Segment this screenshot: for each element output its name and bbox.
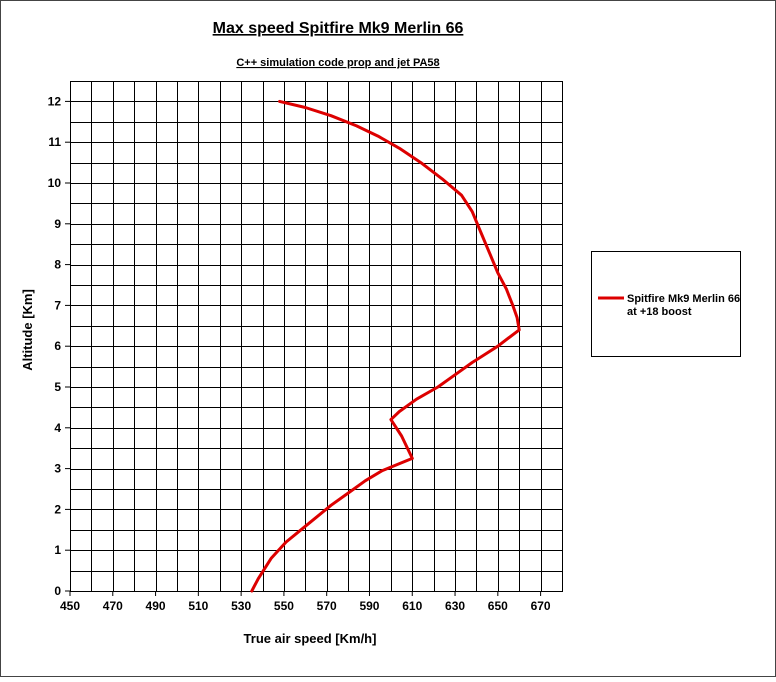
y-tick-label: 9: [54, 217, 61, 231]
series-line: [250, 99, 521, 593]
legend-entry-line1: Spitfire Mk9 Merlin 66: [627, 293, 740, 305]
x-tick-label: 650: [488, 599, 508, 613]
x-tick-label: 490: [146, 599, 166, 613]
x-tick-label: 510: [188, 599, 208, 613]
y-axis-label: Altitude [Km]: [20, 289, 35, 371]
x-tick-label: 590: [359, 599, 379, 613]
legend: Spitfire Mk9 Merlin 66 at +18 boost: [591, 251, 741, 357]
legend-frame: [591, 251, 741, 357]
y-tick-label: 4: [54, 421, 61, 435]
chart-title: Max speed Spitfire Mk9 Merlin 66: [213, 20, 464, 37]
plot-area: [70, 81, 563, 592]
x-tick-label: 610: [402, 599, 422, 613]
y-tick-label: 6: [54, 339, 61, 353]
x-tick-label: 550: [274, 599, 294, 613]
y-tick-label: 5: [54, 380, 61, 394]
series-layer: [250, 99, 521, 593]
x-tick-label: 470: [103, 599, 123, 613]
y-tick-label: 0: [54, 584, 61, 598]
y-tick-label: 8: [54, 258, 61, 272]
y-tick-label: 12: [48, 94, 62, 108]
x-tick-label: 630: [445, 599, 465, 613]
y-tick-label: 2: [54, 502, 61, 516]
x-axis-label: True air speed [Km/h]: [244, 631, 377, 646]
y-tick-label: 7: [54, 298, 61, 312]
x-tick-label: 530: [231, 599, 251, 613]
x-tick-label: 670: [531, 599, 551, 613]
y-tick-label: 10: [48, 176, 62, 190]
x-tick-label: 450: [60, 599, 80, 613]
x-tick-label: 570: [317, 599, 337, 613]
chart-subtitle: C++ simulation code prop and jet PA58: [236, 57, 439, 69]
y-tick-label: 1: [54, 543, 61, 557]
axis-ticks: 450 470 490 510 530 550 570 590 610 630 650 6700123…: [48, 94, 551, 613]
legend-entry-line2: at +18 boost: [627, 306, 692, 318]
y-tick-label: 3: [54, 462, 61, 476]
y-tick-label: 11: [48, 135, 61, 149]
